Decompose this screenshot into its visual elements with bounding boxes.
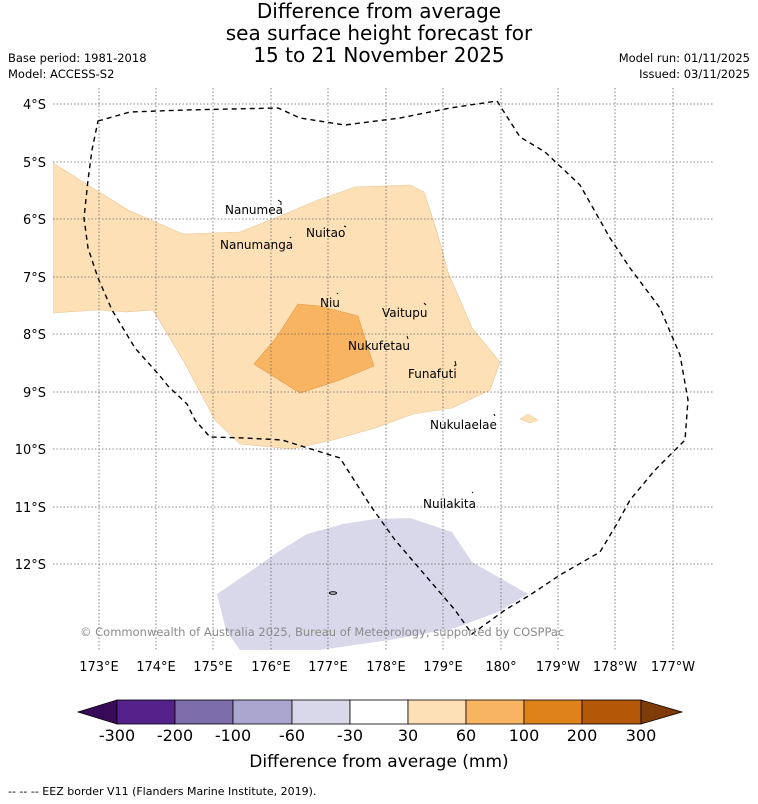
label-niu: Niu [320, 296, 340, 310]
colorbar-segment [407, 699, 467, 725]
island-nuitao [343, 225, 347, 228]
lon-label: 175°E [193, 660, 233, 675]
model-run: Model run: 01/11/2025 [618, 51, 750, 65]
lat-label: 9°S [23, 386, 46, 401]
map-area: Nanumea Nuitao Nanumanga Niu Vaitupu Nuk… [53, 88, 714, 650]
island-markers [277, 199, 496, 595]
colorbar-segment [116, 699, 176, 725]
label-nuitao: Nuitao [306, 226, 345, 240]
colorbar-segment [349, 699, 409, 725]
island-nanumea [277, 199, 282, 205]
colorbar-segment [465, 699, 525, 725]
lat-label: 8°S [23, 328, 46, 343]
meta-left: Base period: 1981-2018 Model: ACCESS-S2 [8, 50, 147, 82]
colorbar-arrow-left [76, 699, 118, 725]
island-vaitupu [423, 302, 427, 306]
eez-legend-note: -- -- -- EEZ border V11 (Flanders Marine… [8, 785, 317, 798]
island-nukulaelae [493, 413, 496, 417]
lon-label: 179°E [423, 660, 463, 675]
longitude-gridlines [98, 88, 674, 650]
island-niu [336, 292, 339, 295]
meta-right: Model run: 01/11/2025 Issued: 03/11/2025 [619, 50, 750, 82]
colorbar-tick: 200 [567, 726, 598, 745]
colorbar-tick: 60 [456, 726, 476, 745]
island-nanumanga [289, 236, 292, 239]
island-labels: Nanumea Nuitao Nanumanga Niu Vaitupu Nuk… [220, 203, 497, 511]
colorbar-segment [581, 699, 642, 725]
copyright-notice: © Commonwealth of Australia 2025, Bureau… [80, 625, 564, 639]
lon-label: 179°W [536, 660, 580, 675]
issued-date: Issued: 03/11/2025 [639, 67, 750, 81]
lon-label: 178°E [366, 660, 406, 675]
lat-label: 7°S [23, 271, 46, 286]
colorbar-tick: -100 [215, 726, 251, 745]
colorbar-tick: 100 [509, 726, 540, 745]
model-name: Model: ACCESS-S2 [8, 67, 115, 81]
colorbar-tick: -300 [99, 726, 135, 745]
label-nukufetau: Nukufetau [348, 339, 410, 353]
latitude-gridlines [53, 103, 714, 565]
island-nukufetau [406, 335, 409, 340]
longitude-labels: 173°E 174°E 175°E 176°E 177°E 178°E 179°… [79, 660, 695, 675]
label-vaitupu: Vaitupu [382, 306, 428, 320]
colorbar-segment [232, 699, 293, 725]
anomaly-region-30-60 [53, 162, 501, 450]
label-nanumea: Nanumea [225, 203, 283, 217]
map-title: Difference from average sea surface heig… [0, 0, 758, 66]
island-funafuti [453, 360, 457, 367]
island-nuilakita [471, 491, 474, 494]
eez-border [83, 100, 689, 635]
lat-label: 6°S [23, 213, 46, 228]
colorbar-segment [291, 699, 351, 725]
colorbar-tick: -60 [279, 726, 305, 745]
title-line-2: sea surface height forecast for [225, 21, 533, 45]
base-period: Base period: 1981-2018 [8, 51, 147, 65]
lon-label: 177°W [651, 660, 695, 675]
island-south [329, 591, 337, 595]
lon-label: 176°E [251, 660, 291, 675]
lon-label: 180° [485, 660, 516, 675]
colorbar-tick: 300 [626, 726, 657, 745]
colorbar-tick: -30 [337, 726, 363, 745]
title-line-1: Difference from average [256, 0, 502, 23]
anomaly-patch-east [519, 413, 539, 424]
colorbar-segment [174, 699, 234, 725]
colorbar-arrow-right [640, 699, 684, 725]
anomaly-region-neg-30-60 [217, 518, 528, 650]
lon-label: 178°W [593, 660, 637, 675]
lat-label: 4°S [23, 98, 46, 113]
label-nuilakita: Nuilakita [423, 497, 476, 511]
title-line-3: 15 to 21 November 2025 [253, 43, 505, 67]
lat-label: 11°S [15, 501, 46, 516]
colorbar [76, 699, 684, 725]
lat-label: 12°S [15, 558, 46, 573]
latitude-labels: 4°S 5°S 6°S 7°S 8°S 9°S 10°S 11°S 12°S [15, 98, 46, 573]
anomaly-region-60-100 [253, 303, 375, 394]
colorbar-tick: 30 [398, 726, 418, 745]
label-nukulaelae: Nukulaelae [430, 418, 497, 432]
lat-label: 10°S [15, 443, 46, 458]
colorbar-segment [523, 699, 583, 725]
label-nanumanga: Nanumanga [220, 238, 293, 252]
colorbar-ticks: -300 -200 -100 -60 -30 30 60 100 200 300 [99, 726, 656, 745]
lon-label: 173°E [79, 660, 119, 675]
lat-label: 5°S [23, 156, 46, 171]
lon-label: 177°E [308, 660, 348, 675]
lon-label: 174°E [136, 660, 176, 675]
colorbar-title: Difference from average (mm) [249, 752, 508, 772]
colorbar-tick: -200 [157, 726, 193, 745]
label-funafuti: Funafuti [408, 367, 457, 381]
